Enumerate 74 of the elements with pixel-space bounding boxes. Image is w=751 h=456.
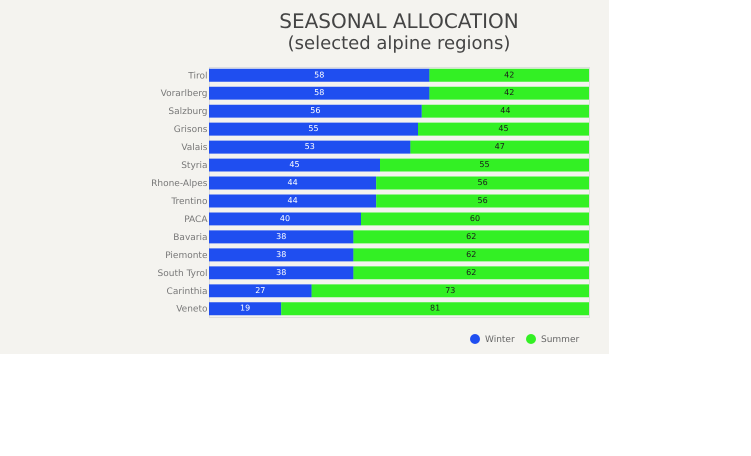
- bar: [209, 266, 354, 280]
- bar: [376, 194, 589, 208]
- data-label: 55: [308, 124, 319, 134]
- chart-title: SEASONAL ALLOCATION: [279, 9, 519, 33]
- data-label: 73: [445, 286, 456, 295]
- bar: [410, 140, 589, 154]
- data-label: 45: [289, 160, 300, 170]
- data-label: 27: [255, 286, 266, 295]
- data-label: 58: [314, 70, 324, 80]
- bar: [281, 302, 589, 316]
- data-label: 55: [479, 160, 490, 170]
- y-tick-label: Grisons: [174, 125, 208, 136]
- bar: [209, 302, 282, 316]
- bar: [380, 158, 589, 172]
- bar: [209, 122, 418, 136]
- bar: [353, 266, 589, 280]
- y-tick-label: Trentino: [170, 196, 208, 207]
- y-tick-label: Vorarlberg: [160, 89, 208, 100]
- bar: [209, 194, 376, 208]
- data-label: 44: [288, 196, 298, 205]
- y-tick-label: Salzburg: [168, 107, 208, 118]
- data-label: 42: [504, 70, 514, 80]
- data-label: 38: [276, 268, 286, 277]
- data-label: 38: [276, 250, 286, 259]
- bar: [209, 248, 354, 262]
- bar: [209, 176, 376, 190]
- bar: [209, 104, 422, 118]
- y-tick-label: Styria: [181, 161, 208, 172]
- bar: [361, 212, 589, 226]
- y-tick-label: Valais: [181, 143, 208, 154]
- data-label: 62: [466, 232, 476, 241]
- data-label: 58: [314, 88, 324, 98]
- bar: [209, 284, 312, 298]
- data-label: 45: [498, 124, 509, 134]
- data-label: 38: [276, 232, 286, 241]
- y-tick-label: Carinthia: [166, 286, 208, 297]
- data-label: 56: [310, 106, 320, 116]
- bar: [353, 230, 589, 244]
- bar: [429, 68, 589, 82]
- data-label: 56: [478, 196, 488, 205]
- bar: [209, 68, 430, 82]
- data-label: 40: [280, 214, 290, 223]
- y-tick-label: Veneto: [176, 304, 208, 315]
- y-tick-label: Tirol: [187, 71, 208, 82]
- chart-subtitle: (selected alpine regions): [288, 33, 510, 54]
- bar: [209, 212, 361, 226]
- data-label: 47: [494, 142, 505, 152]
- y-tick-label: Piemonte: [165, 250, 208, 261]
- bar: [209, 86, 430, 100]
- bar: [353, 248, 589, 262]
- y-tick-label: Rhone-Alpes: [151, 179, 208, 190]
- bar: [209, 230, 354, 244]
- legend-label: Winter: [485, 335, 515, 345]
- bar: [418, 122, 589, 136]
- bar: [422, 104, 589, 118]
- bar: [429, 86, 589, 100]
- data-label: 44: [500, 106, 510, 116]
- y-tick-label: PACA: [184, 214, 208, 225]
- bar: [312, 284, 589, 298]
- bar: [209, 158, 380, 172]
- y-tick-label: South Tyrol: [158, 268, 208, 279]
- data-label: 62: [466, 268, 476, 277]
- data-label: 19: [240, 304, 250, 313]
- bar: [209, 140, 410, 154]
- data-label: 53: [304, 142, 315, 152]
- data-label: 60: [470, 214, 480, 223]
- data-label: 56: [478, 178, 488, 188]
- data-label: 44: [288, 178, 298, 188]
- data-label: 62: [466, 250, 476, 259]
- legend-label: Summer: [541, 335, 580, 345]
- y-tick-label: Bavaria: [173, 232, 208, 243]
- bar: [376, 176, 589, 190]
- data-label: 42: [504, 88, 514, 98]
- data-label: 81: [430, 304, 440, 313]
